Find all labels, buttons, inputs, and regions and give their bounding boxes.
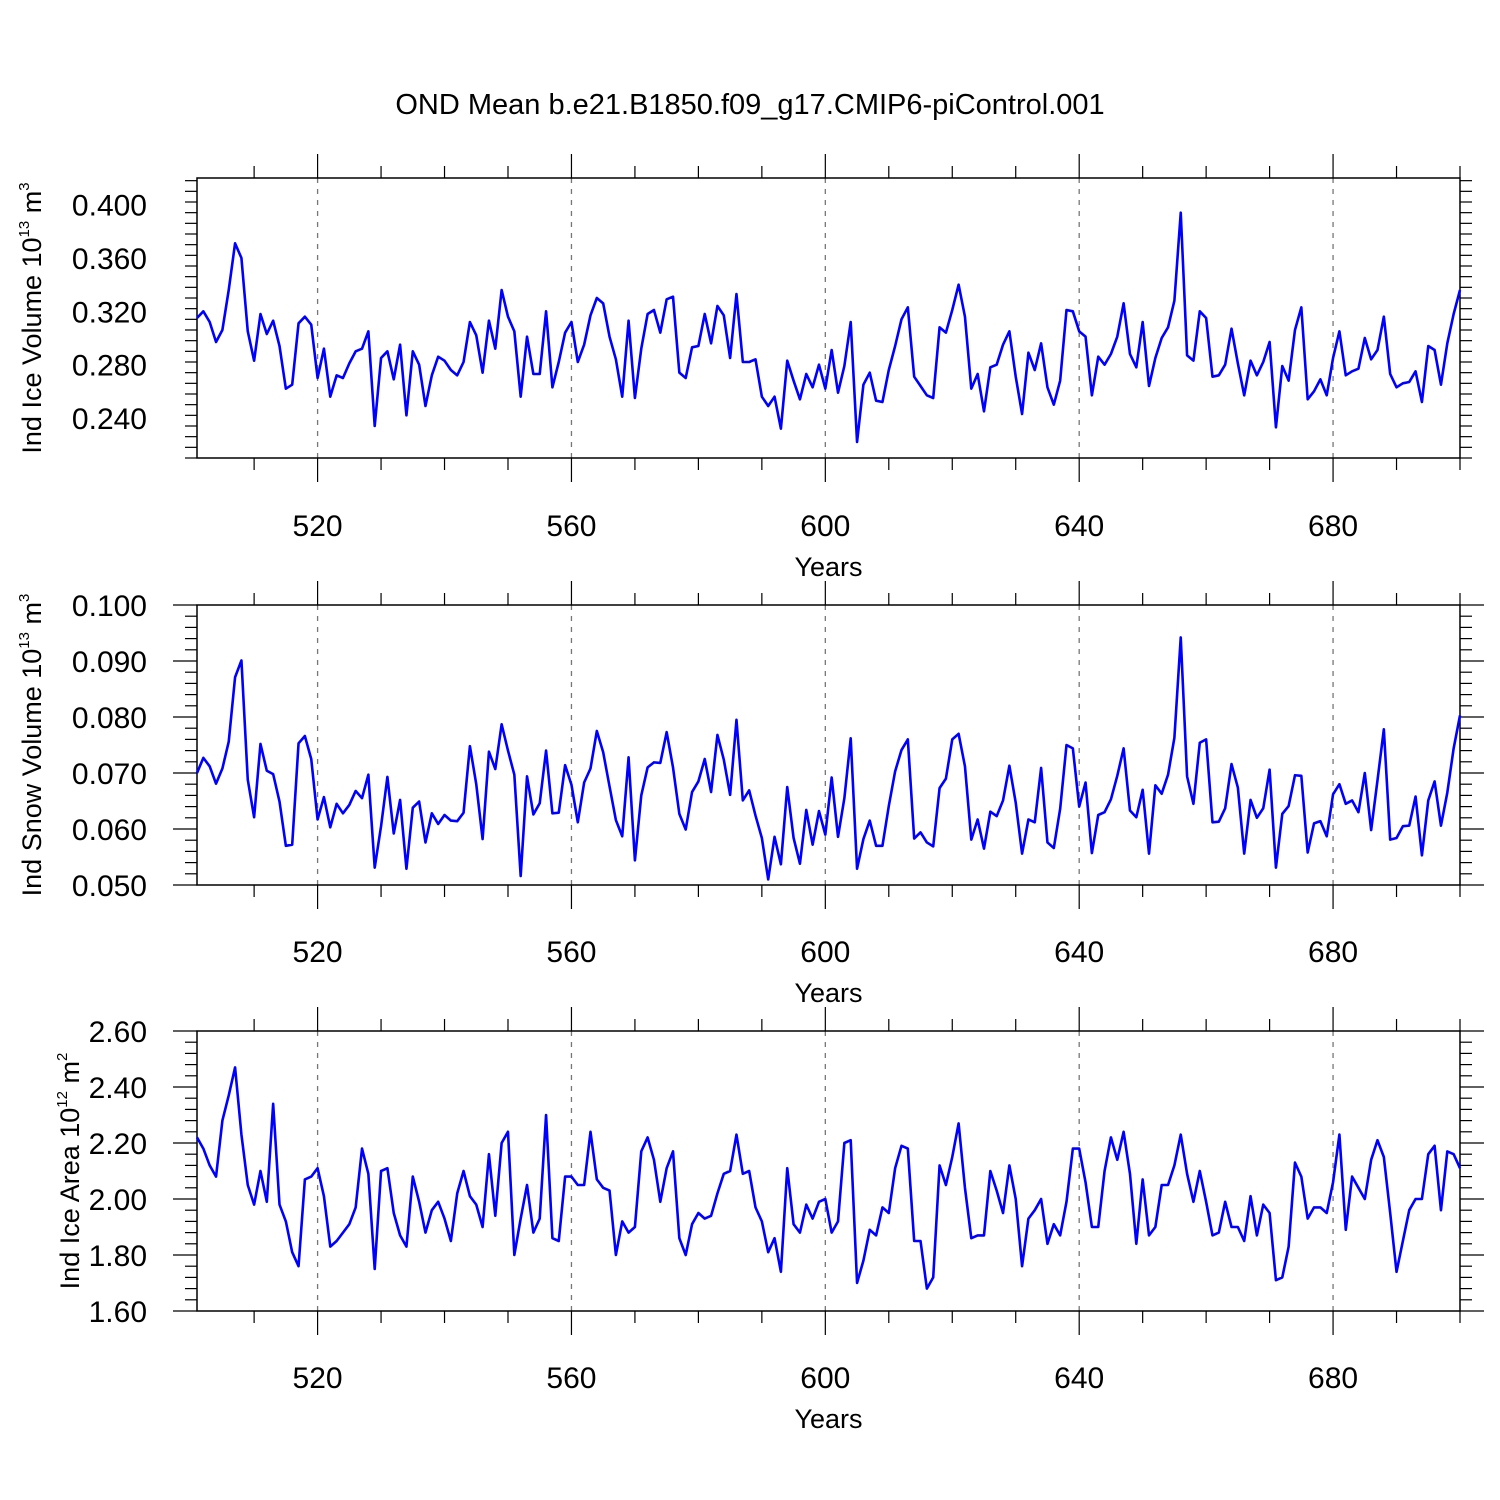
x-tick-label: 600 xyxy=(800,510,850,543)
x-tick-label: 680 xyxy=(1308,1362,1358,1395)
x-axis-label: Years xyxy=(794,1404,862,1434)
x-tick-label: 640 xyxy=(1054,1362,1104,1395)
series-line xyxy=(195,636,1462,881)
x-tick-label: 520 xyxy=(293,1362,343,1395)
y-tick-label: 2.60 xyxy=(89,1016,147,1049)
y-tick-label: 0.090 xyxy=(72,646,147,679)
y-tick-label: 0.240 xyxy=(72,403,147,436)
plot-frame xyxy=(196,604,1461,886)
x-tick-label: 560 xyxy=(546,936,596,969)
plot-frame xyxy=(196,1030,1461,1312)
chart-title: OND Mean b.e21.B1850.f09_g17.CMIP6-piCon… xyxy=(395,89,1104,121)
panel-ice-area: 2.60 2.40 2.20 2.00 1.80 1.60 520 560 600 640 680 Y… xyxy=(54,1007,1484,1434)
plot-frame xyxy=(196,177,1461,459)
series-line xyxy=(196,211,1462,444)
y-tick-label: 0.080 xyxy=(72,702,147,735)
panel-ice-volume: 0.400 0.360 0.320 0.280 0.240 520 560 600 640 680… xyxy=(16,154,1472,582)
y-tick-label: 2.40 xyxy=(89,1072,147,1105)
series-line xyxy=(195,1066,1462,1290)
y-tick-label: 2.20 xyxy=(89,1128,147,1161)
y-tick-label: 0.280 xyxy=(72,350,147,383)
y-axis-label: Ind Snow Volume 1013 m3 xyxy=(16,594,47,897)
y-tick-label: 2.00 xyxy=(89,1184,147,1217)
y-tick-label: 1.60 xyxy=(89,1296,147,1329)
x-tick-label: 520 xyxy=(293,936,343,969)
y-tick-label: 0.060 xyxy=(72,814,147,847)
x-tick-label: 640 xyxy=(1054,936,1104,969)
y-tick-label: 0.320 xyxy=(72,296,147,329)
y-tick-label: 0.050 xyxy=(72,870,147,903)
panel-snow-volume: 0.100 0.090 0.080 0.070 0.060 0.050 520 560 600 6… xyxy=(16,581,1484,1008)
x-tick-label: 600 xyxy=(800,1362,850,1395)
x-tick-label: 600 xyxy=(800,936,850,969)
x-tick-label: 680 xyxy=(1308,510,1358,543)
y-axis-label: Ind Ice Area 1012 m2 xyxy=(54,1053,85,1290)
y-tick-label: 0.360 xyxy=(72,243,147,276)
x-tick-label: 560 xyxy=(546,510,596,543)
x-axis-label: Years xyxy=(794,552,862,582)
y-tick-label: 0.400 xyxy=(72,190,147,223)
x-tick-label: 680 xyxy=(1308,936,1358,969)
y-tick-label: 0.100 xyxy=(72,590,147,623)
y-tick-label: 1.80 xyxy=(89,1240,147,1273)
x-tick-label: 640 xyxy=(1054,510,1104,543)
x-tick-label: 520 xyxy=(293,510,343,543)
x-axis-label: Years xyxy=(794,978,862,1008)
y-axis-label: Ind Ice Volume 1013 m3 xyxy=(16,182,47,453)
y-tick-label: 0.070 xyxy=(72,758,147,791)
x-tick-label: 560 xyxy=(546,1362,596,1395)
